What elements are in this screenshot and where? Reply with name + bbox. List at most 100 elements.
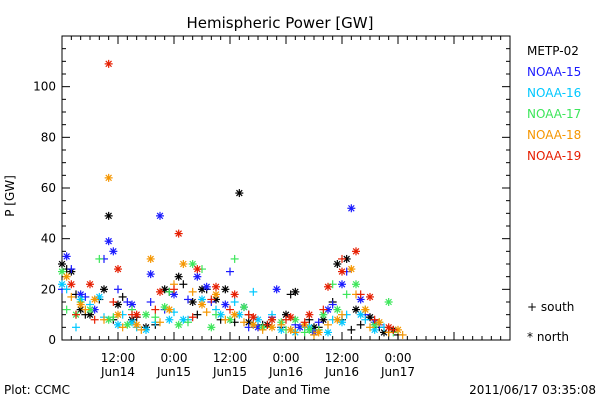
data-point-north (142, 310, 150, 319)
chart-title: Hemispheric Power [GW] (187, 14, 374, 32)
data-point-south (67, 292, 76, 301)
data-point-north (356, 310, 365, 319)
data-point-north (188, 260, 197, 268)
data-point-south (109, 298, 118, 306)
data-point-north (221, 285, 230, 294)
data-point-north (76, 300, 85, 309)
data-point-south (81, 305, 90, 314)
data-point-south (356, 320, 365, 329)
data-point-south (146, 298, 155, 306)
data-point-north (193, 265, 202, 274)
data-point-south (226, 267, 234, 276)
data-point-north (174, 272, 183, 281)
marker-legend-entry: * north (527, 330, 569, 344)
x-tick-time: 0:00 (273, 351, 300, 365)
data-point-north (366, 292, 374, 301)
data-point-south (95, 254, 104, 263)
y-axis: 0 20 40 60 80 100 (33, 35, 510, 347)
data-point-north (212, 290, 220, 299)
x-tick-date: Jun16 (324, 365, 359, 379)
data-point-north (249, 320, 258, 329)
data-point-north (114, 310, 122, 319)
marker-legend: + south * north (527, 300, 574, 344)
data-point-north (104, 237, 113, 246)
data-point-north (114, 265, 122, 274)
data-point-north (305, 325, 314, 334)
y-tick-label: 20 (41, 282, 56, 296)
data-point-north (338, 318, 346, 327)
data-point-north (291, 287, 300, 296)
data-point-south (249, 287, 258, 296)
data-point-north (338, 267, 346, 276)
data-point-south (226, 305, 234, 314)
data-point-south (230, 298, 239, 306)
y-tick-label: 40 (41, 232, 56, 246)
data-point-north (146, 254, 155, 263)
data-point-south (156, 318, 164, 327)
data-point-south (398, 330, 407, 339)
marker-legend-entry: + south (527, 300, 574, 314)
data-point-north (212, 295, 220, 304)
data-point-north (165, 315, 174, 324)
x-tick-time: 0:00 (385, 351, 412, 365)
data-point-south (207, 295, 216, 304)
data-point-north (333, 315, 342, 324)
data-point-south (263, 320, 272, 329)
x-tick-date: Jun16 (268, 365, 303, 379)
data-point-north (333, 305, 342, 314)
data-point-south (240, 318, 248, 327)
data-point-north (347, 265, 356, 274)
data-point-north (90, 295, 99, 304)
data-point-north (179, 260, 188, 268)
data-point-north (86, 305, 94, 314)
data-point-south (151, 305, 160, 314)
data-point-south (179, 280, 188, 289)
data-point-north (249, 313, 258, 322)
data-point-north (198, 300, 206, 309)
data-point-south (188, 313, 197, 322)
data-point-south (361, 315, 370, 324)
data-point-south (324, 320, 332, 329)
data-point-north (165, 305, 174, 314)
legend-entry: NOAA-17 (527, 107, 581, 121)
data-point-north (179, 315, 188, 324)
x-tick-time: 12:00 (325, 351, 360, 365)
data-point-north (104, 173, 113, 182)
data-point-north (286, 313, 295, 322)
data-point-north (114, 320, 122, 329)
data-point-north (347, 204, 356, 213)
x-tick-date: Jun14 (100, 365, 135, 379)
data-point-south (62, 305, 71, 314)
data-point-north (375, 318, 384, 327)
data-point-north (352, 280, 360, 289)
data-point-south (184, 318, 192, 327)
data-point-south (72, 323, 80, 332)
data-point-south (193, 310, 202, 319)
data-point-south (366, 323, 374, 332)
data-point-south (370, 315, 379, 324)
y-axis-label: P [GW] (3, 175, 17, 217)
data-point-south (114, 285, 122, 294)
data-point-north (193, 272, 202, 281)
data-point-north (114, 300, 122, 309)
data-point-north (352, 305, 360, 314)
data-point-south (319, 305, 328, 314)
plot-frame (61, 35, 511, 341)
data-point-north (95, 292, 104, 301)
data-point-north (272, 285, 281, 294)
legend-entry: METP-02 (527, 44, 579, 58)
data-point-north (207, 323, 216, 332)
data-point-north (86, 280, 94, 289)
data-point-north (240, 303, 248, 312)
data-point-south (100, 315, 108, 324)
data-point-north (324, 282, 332, 291)
data-point-north (216, 310, 225, 319)
x-tick-date: Jun15 (212, 365, 247, 379)
data-point-south (165, 287, 174, 296)
data-point-north (123, 320, 132, 329)
data-point-south (230, 254, 239, 263)
data-point-south (72, 310, 80, 319)
data-point-north (333, 260, 342, 268)
data-point-north (314, 328, 323, 337)
